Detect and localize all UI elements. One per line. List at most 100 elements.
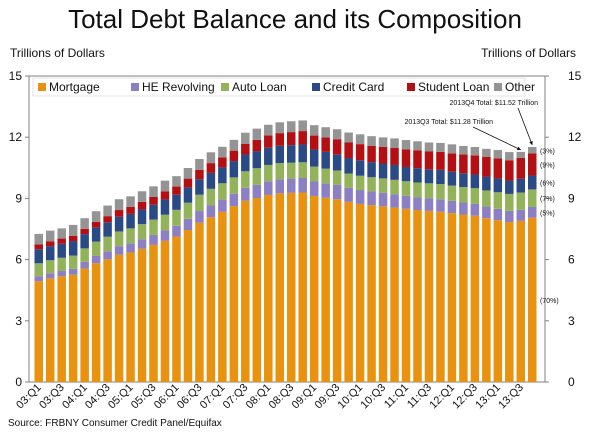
bar-other: Other 05:Q3: 0.52 [149, 186, 158, 197]
bar-he-revolving: HE Revolving 10:Q3: 0.66 [378, 192, 388, 207]
bar-credit-card: Credit Card 05:Q1: 0.71 [126, 213, 135, 229]
bar-he-revolving: HE Revolving 06:Q4: 0.59 [206, 205, 216, 218]
x-tick-label: 05:Q3 [129, 382, 159, 412]
bar-auto-loan: Auto Loan 09:Q4: 0.7 [344, 173, 353, 188]
legend-swatch [494, 83, 502, 91]
bar-mortgage: Mortgage 03:Q1: 4.94 [34, 281, 43, 382]
bar-other: Other 06:Q4: 0.53 [206, 152, 216, 164]
legend-swatch [407, 83, 415, 91]
bar-credit-card: Credit Card 10:Q3: 0.73 [378, 163, 388, 179]
bar-other: Other 12:Q4: 0.4 [482, 148, 491, 157]
bar-other: Other 10:Q3: 0.47 [378, 137, 388, 147]
bar-he-revolving: HE Revolving 10:Q1: 0.68 [355, 190, 365, 204]
bar-auto-loan: Auto Loan 07:Q2: 0.8 [229, 177, 239, 194]
bar-mortgage: Mortgage 12:Q2: 8.21 [459, 214, 468, 382]
bar-other: Other 06:Q3: 0.53 [195, 159, 204, 170]
bar-student-loan: Student Loan 11:Q3: 0.87 [424, 151, 434, 170]
bar-he-revolving: HE Revolving 12:Q4: 0.57 [482, 206, 491, 219]
y-axis-left: 0 3 6 9 12 15 [9, 69, 29, 389]
bar-mortgage: Mortgage 06:Q4: 8.08 [206, 217, 216, 382]
bar-credit-card: Credit Card 04:Q2: 0.7 [91, 227, 101, 242]
bar-student-loan: Student Loan 11:Q1: 0.86 [401, 149, 411, 167]
bar-student-loan: Student Loan 12:Q2: 0.92 [459, 154, 468, 174]
bar-other: Other 09:Q1: 0.51 [309, 125, 319, 136]
bar-credit-card: Credit Card 11:Q4: 0.7 [436, 169, 445, 185]
bar-mortgage: Mortgage 10:Q1: 8.73 [355, 203, 365, 382]
bar-credit-card: Credit Card 07:Q4: 0.84 [252, 151, 262, 169]
bar-auto-loan: Auto Loan 07:Q4: 0.81 [252, 168, 262, 185]
bar-he-revolving: HE Revolving 08:Q2: 0.69 [275, 179, 284, 194]
bar-auto-loan: Auto Loan 05:Q2: 0.74 [137, 224, 147, 240]
bar-he-revolving: HE Revolving 03:Q4: 0.29 [68, 268, 78, 275]
bar-student-loan: Student Loan 09:Q1: 0.68 [309, 135, 319, 150]
bar-credit-card: Credit Card 08:Q4: 0.87 [298, 144, 307, 163]
bar-auto-loan: Auto Loan 03:Q3: 0.65 [57, 257, 66, 272]
bar-credit-card: Credit Card 03:Q3: 0.69 [57, 243, 66, 258]
bar-mortgage: Mortgage 10:Q3: 8.61 [378, 206, 388, 382]
bar-he-revolving: HE Revolving 12:Q2: 0.59 [459, 202, 468, 215]
bar-credit-card: Credit Card 07:Q2: 0.8 [229, 161, 239, 178]
bar-he-revolving: HE Revolving 04:Q4: 0.42 [114, 246, 124, 255]
bar-auto-loan: Auto Loan 03:Q2: 0.64 [45, 260, 55, 274]
legend-box [32, 77, 526, 97]
bar-student-loan: Student Loan 06:Q2: 0.43 [183, 178, 193, 188]
bar-he-revolving: HE Revolving 03:Q1: 0.24 [34, 276, 43, 282]
bar-other: Other 03:Q3: 0.5 [57, 228, 66, 239]
bar-he-revolving: HE Revolving 13:Q3: 0.54 [516, 209, 526, 221]
bar-auto-loan: Auto Loan 11:Q4: 0.74 [436, 184, 445, 200]
bar-other: Other 10:Q1: 0.48 [355, 134, 365, 145]
bar-mortgage: Mortgage 04:Q4: 6.24 [114, 254, 124, 382]
bar-student-loan: Student Loan 08:Q2: 0.62 [275, 133, 284, 146]
bar-student-loan: Student Loan 07:Q2: 0.51 [229, 150, 239, 162]
bar-credit-card: Credit Card 07:Q3: 0.82 [241, 154, 250, 172]
bar-mortgage: Mortgage 11:Q1: 8.49 [401, 208, 411, 382]
bar-he-revolving: HE Revolving 08:Q4: 0.71 [298, 178, 307, 193]
bar-student-loan: Student Loan 04:Q2: 0.27 [91, 221, 101, 228]
bar-mortgage: Mortgage 07:Q3: 8.89 [241, 200, 250, 382]
share-label: (6%) [540, 180, 555, 187]
bar-he-revolving: HE Revolving 12:Q3: 0.58 [470, 203, 480, 216]
bar-credit-card: Credit Card 09:Q1: 0.84 [309, 149, 319, 167]
bar-student-loan: Student Loan 03:Q3: 0.25 [57, 238, 66, 244]
bar-credit-card: Credit Card 12:Q1: 0.68 [447, 171, 457, 186]
bar-student-loan: Student Loan 07:Q4: 0.55 [252, 139, 262, 152]
bar-auto-loan: Auto Loan 13:Q1: 0.81 [493, 192, 503, 209]
bar-credit-card: Credit Card 12:Q3: 0.67 [470, 174, 480, 189]
x-axis: 03:Q103:Q304:Q104:Q305:Q105:Q306:Q106:Q3… [14, 382, 526, 412]
bar-student-loan: Student Loan 03:Q1: 0.24 [34, 244, 43, 250]
x-tick-label: 10:Q1 [336, 382, 366, 412]
bar-student-loan: Student Loan 10:Q4: 0.83 [390, 148, 399, 165]
share-label: (70%) [540, 298, 559, 305]
x-tick-label: 06:Q3 [175, 382, 205, 412]
x-tick-label: 04:Q3 [83, 382, 113, 412]
bar-auto-loan: Auto Loan 04:Q2: 0.7 [91, 241, 101, 256]
x-tick-label: 12:Q3 [450, 382, 480, 412]
y-tick-label-left: 15 [9, 69, 23, 83]
bar-credit-card: Credit Card 06:Q3: 0.76 [195, 179, 204, 195]
bar-auto-loan: Auto Loan 09:Q1: 0.73 [309, 166, 319, 182]
bar-other: Other 10:Q2: 0.47 [367, 136, 376, 146]
bar-he-revolving: HE Revolving 13:Q1: 0.56 [493, 208, 503, 221]
bar-auto-loan: Auto Loan 10:Q1: 0.7 [355, 175, 365, 191]
chart-title: Total Debt Balance and its Composition [68, 4, 522, 34]
x-tick-label: 09:Q3 [313, 382, 343, 412]
bar-mortgage: Mortgage 05:Q1: 6.35 [126, 252, 135, 382]
bar-mortgage: Mortgage 09:Q2: 9.03 [321, 197, 330, 382]
bar-other: Other 13:Q4: 0.32 [528, 146, 537, 154]
bar-student-loan: Student Loan 05:Q2: 0.37 [137, 201, 147, 210]
bar-mortgage: Mortgage 11:Q2: 8.43 [413, 210, 422, 382]
legend-swatch [312, 83, 320, 91]
bar-student-loan: Student Loan 07:Q1: 0.49 [218, 157, 227, 168]
legend-label: Auto Loan [232, 80, 287, 94]
y-axis-unit-right: Trillions of Dollars [481, 46, 576, 60]
bar-student-loan: Student Loan 11:Q2: 0.87 [413, 150, 422, 169]
bar-credit-card: Credit Card 12:Q4: 0.68 [482, 176, 491, 191]
bar-mortgage: Mortgage 09:Q1: 9.12 [309, 195, 319, 382]
bar-student-loan: Student Loan 06:Q3: 0.46 [195, 169, 204, 180]
bar-student-loan: Student Loan 12:Q3: 0.94 [470, 155, 480, 175]
legend: Mortgage HE Revolving Auto Loan Credit Card… [32, 77, 535, 97]
x-tick-label: 12:Q1 [427, 382, 457, 412]
bar-other: Other 13:Q1: 0.41 [493, 150, 503, 159]
bar-credit-card: Credit Card 13:Q1: 0.68 [493, 178, 503, 193]
